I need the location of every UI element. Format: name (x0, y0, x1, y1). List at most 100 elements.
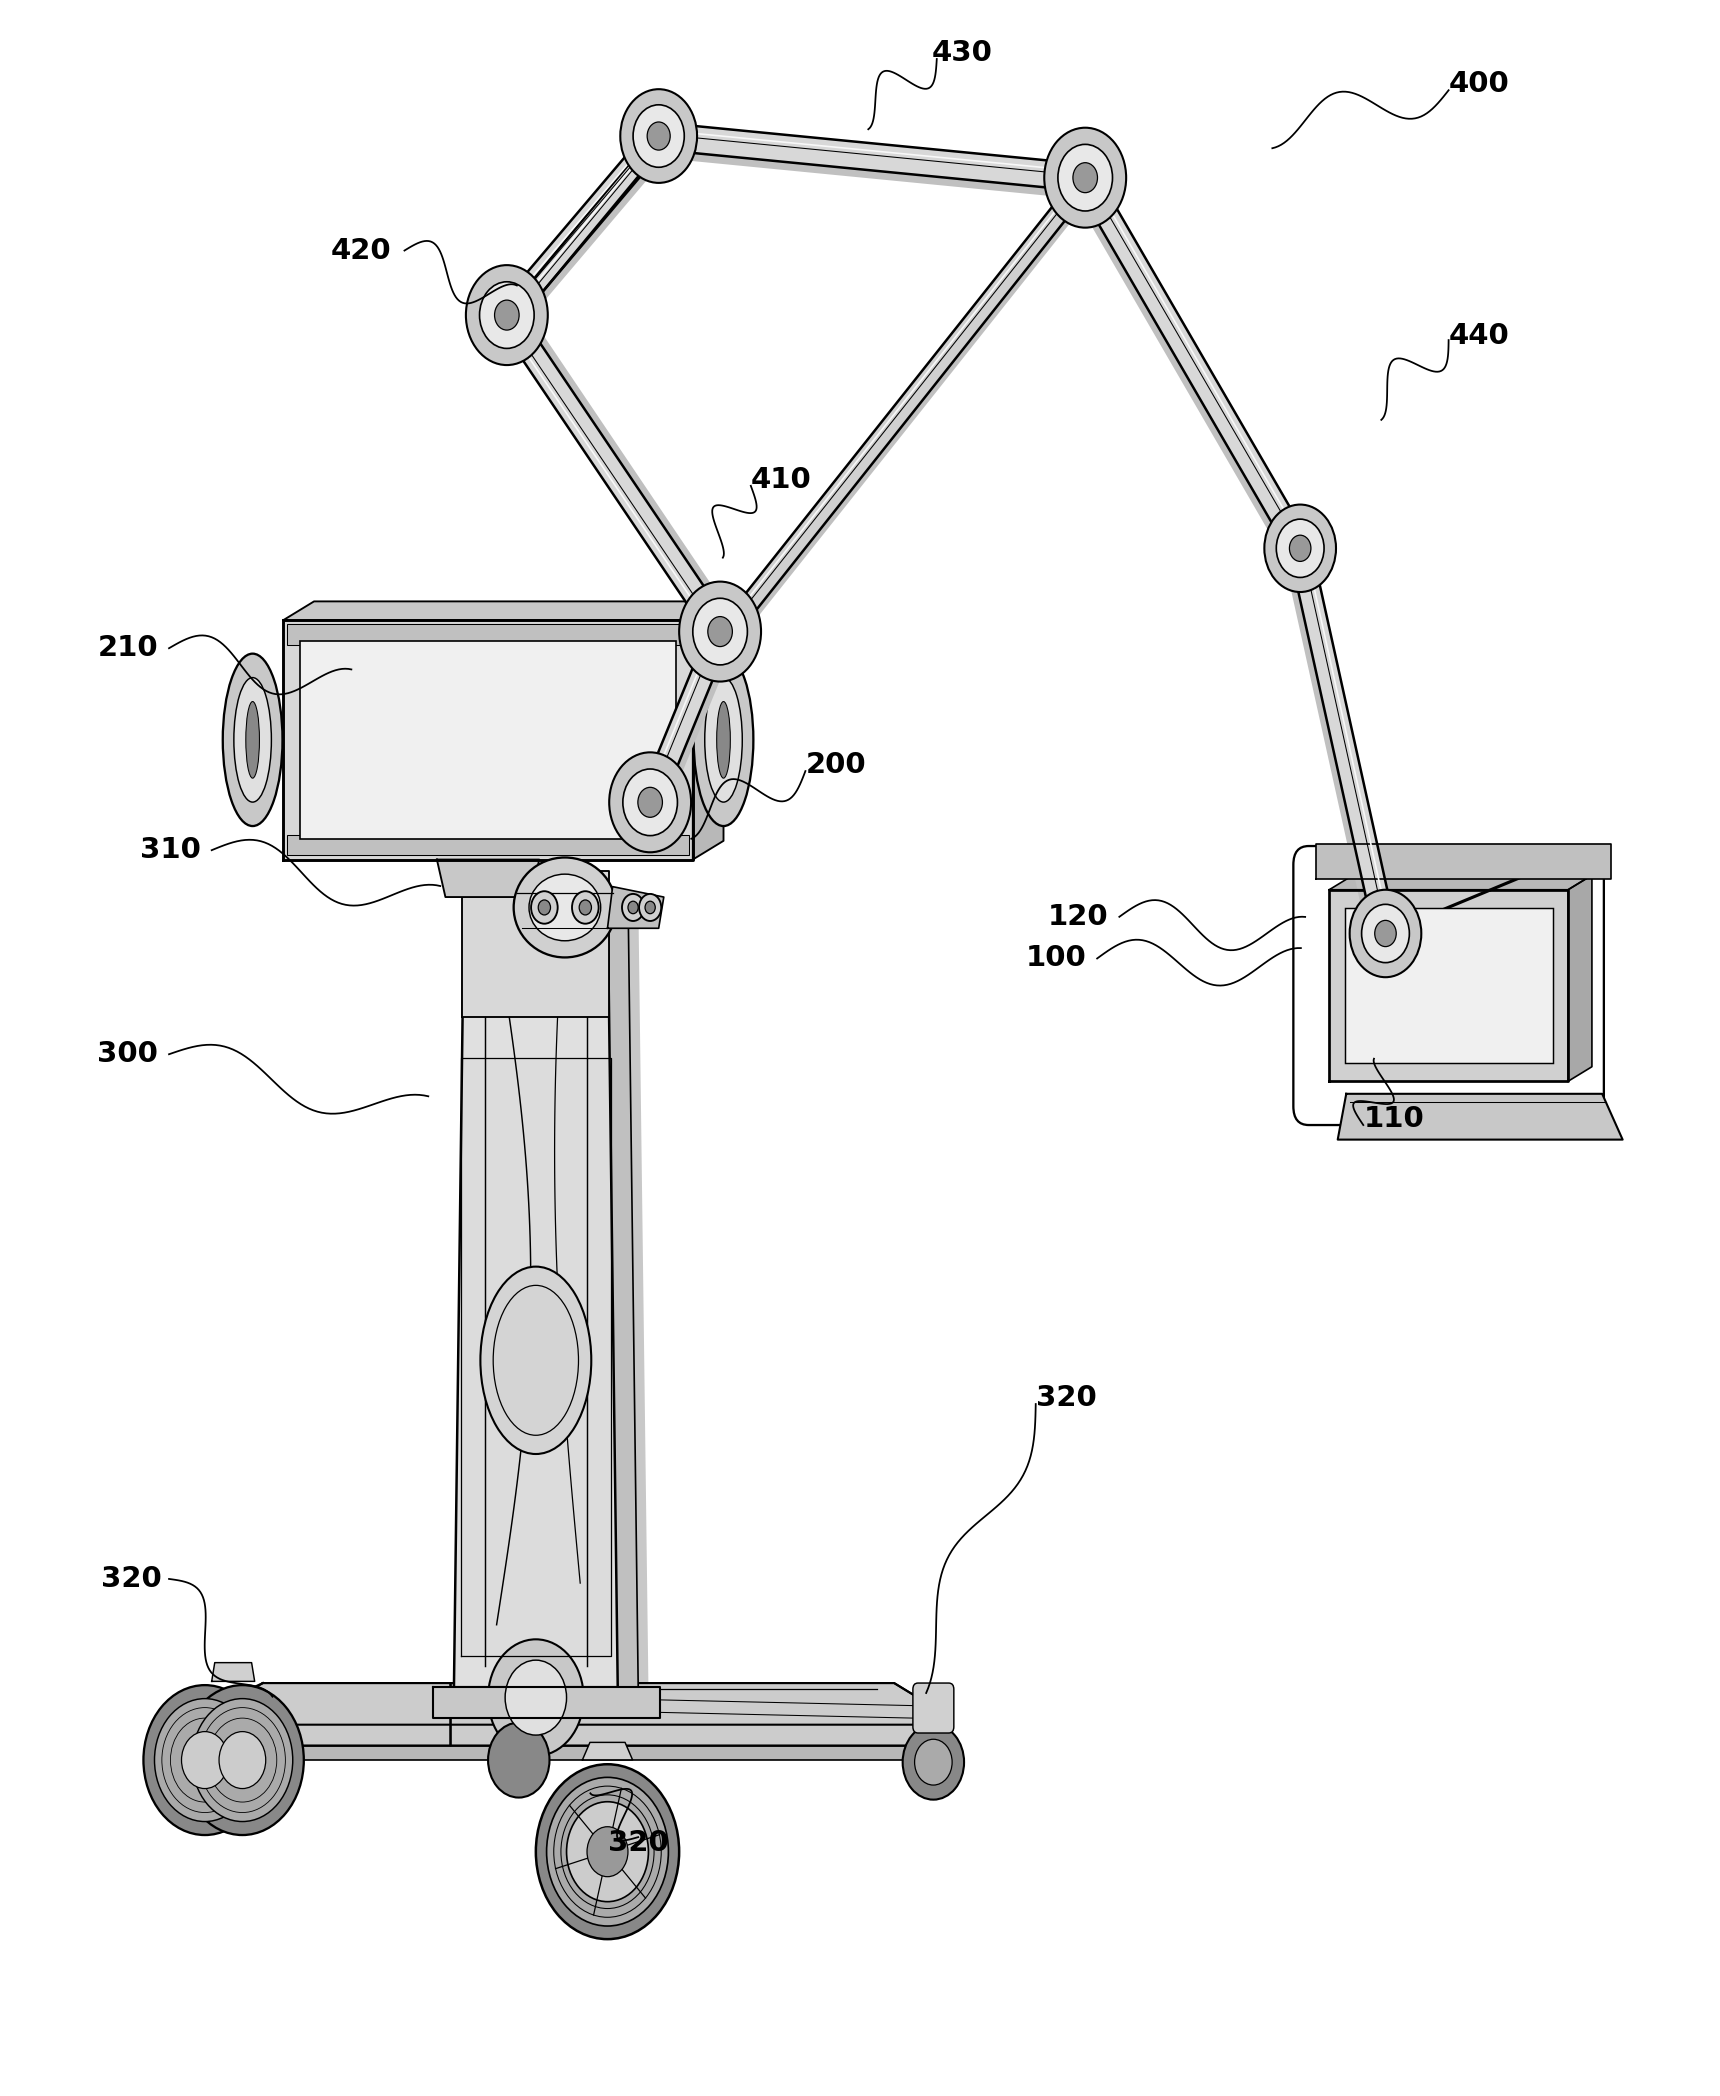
Circle shape (182, 1731, 229, 1788)
Circle shape (1073, 163, 1097, 193)
Text: 320: 320 (101, 1566, 162, 1593)
FancyBboxPatch shape (301, 641, 676, 838)
Circle shape (587, 1828, 628, 1876)
Circle shape (466, 264, 547, 365)
FancyBboxPatch shape (913, 1683, 955, 1733)
Circle shape (495, 300, 519, 329)
Text: 120: 120 (1047, 903, 1108, 931)
Polygon shape (1290, 545, 1397, 937)
Circle shape (709, 616, 733, 646)
FancyBboxPatch shape (287, 625, 690, 646)
Ellipse shape (530, 874, 600, 941)
Polygon shape (284, 620, 693, 859)
Ellipse shape (514, 857, 616, 958)
Ellipse shape (480, 1266, 592, 1455)
Text: 320: 320 (607, 1830, 669, 1857)
Polygon shape (433, 1687, 660, 1719)
Polygon shape (1283, 551, 1378, 939)
Text: 420: 420 (332, 237, 392, 264)
Polygon shape (451, 1683, 955, 1746)
Polygon shape (1077, 170, 1309, 555)
Polygon shape (1316, 845, 1610, 880)
Circle shape (621, 90, 697, 182)
Polygon shape (659, 637, 736, 811)
Circle shape (1058, 145, 1113, 212)
Circle shape (633, 105, 685, 168)
Polygon shape (1072, 184, 1293, 562)
Circle shape (647, 122, 671, 151)
Ellipse shape (705, 677, 743, 803)
Circle shape (531, 891, 557, 924)
Circle shape (218, 1731, 265, 1788)
Text: 430: 430 (932, 38, 992, 67)
Circle shape (537, 1765, 679, 1939)
Polygon shape (516, 124, 673, 312)
Circle shape (506, 1660, 566, 1735)
Circle shape (1044, 128, 1127, 228)
Circle shape (623, 769, 678, 836)
Ellipse shape (246, 702, 260, 778)
Polygon shape (693, 602, 724, 859)
Circle shape (628, 901, 638, 914)
Polygon shape (525, 134, 674, 316)
Circle shape (181, 1685, 304, 1834)
Circle shape (915, 1740, 953, 1786)
Circle shape (645, 901, 655, 914)
Polygon shape (454, 891, 617, 1687)
Text: 400: 400 (1448, 69, 1510, 99)
Text: 440: 440 (1448, 323, 1510, 350)
Circle shape (640, 893, 660, 920)
Polygon shape (194, 1683, 451, 1746)
Circle shape (1362, 903, 1409, 962)
Polygon shape (463, 872, 609, 1017)
Circle shape (566, 1803, 648, 1901)
Polygon shape (514, 302, 734, 625)
Text: 410: 410 (752, 465, 812, 493)
Circle shape (193, 1698, 292, 1821)
Circle shape (1350, 891, 1421, 977)
Circle shape (488, 1723, 549, 1798)
FancyBboxPatch shape (287, 834, 690, 855)
Polygon shape (1338, 1094, 1622, 1140)
FancyBboxPatch shape (1345, 908, 1553, 1063)
Circle shape (1276, 520, 1324, 576)
Polygon shape (657, 147, 1085, 199)
Circle shape (538, 899, 550, 916)
Polygon shape (437, 859, 540, 897)
Polygon shape (513, 145, 671, 331)
Ellipse shape (234, 677, 272, 803)
Polygon shape (583, 1742, 633, 1761)
Circle shape (1290, 534, 1311, 562)
Circle shape (573, 891, 599, 924)
Circle shape (1374, 920, 1397, 947)
Circle shape (480, 281, 535, 348)
Polygon shape (461, 1058, 611, 1656)
Circle shape (609, 752, 691, 853)
Polygon shape (284, 602, 724, 620)
Ellipse shape (224, 654, 282, 826)
Polygon shape (263, 1746, 929, 1761)
Polygon shape (607, 891, 638, 1687)
Polygon shape (229, 1683, 929, 1725)
Circle shape (547, 1777, 669, 1926)
Text: 300: 300 (98, 1040, 158, 1069)
Text: 320: 320 (1035, 1383, 1096, 1413)
Polygon shape (212, 1662, 255, 1681)
Circle shape (693, 597, 748, 664)
Ellipse shape (693, 654, 753, 826)
Polygon shape (640, 625, 729, 809)
Circle shape (580, 899, 592, 916)
Circle shape (623, 893, 645, 920)
Circle shape (1264, 505, 1336, 591)
Polygon shape (628, 891, 648, 1687)
Circle shape (679, 581, 760, 681)
Text: 310: 310 (139, 836, 201, 864)
Circle shape (143, 1685, 267, 1834)
Polygon shape (1569, 876, 1593, 1082)
Polygon shape (657, 122, 1085, 191)
Ellipse shape (717, 702, 731, 778)
Polygon shape (1330, 876, 1593, 891)
Polygon shape (499, 126, 666, 325)
Polygon shape (731, 161, 1099, 627)
Text: 100: 100 (1025, 945, 1087, 973)
